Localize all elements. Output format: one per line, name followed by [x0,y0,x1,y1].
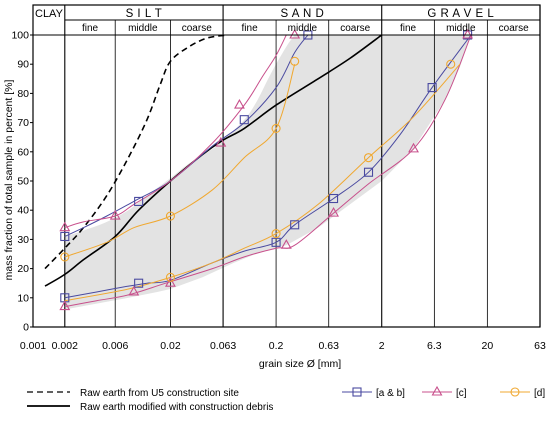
x-tick-label: 0.002 [52,340,78,352]
curve-Raw earth from U5 construction site [44,34,229,270]
envelope-layer [64,35,472,310]
subclass-label: coarse [182,23,212,34]
x-tick-label: 0.02 [160,340,181,352]
legend-marker [510,387,520,397]
x-tick-label: 63 [534,340,546,352]
marker-[c] [128,285,140,296]
y-tick-label: 90 [17,59,29,71]
marker-[a & b] [134,196,144,206]
class-label: G R A V E L [427,8,494,20]
y-tick-label: 70 [17,117,29,129]
marker-[d] [363,153,374,163]
marker-[a & b] [427,83,437,93]
curve-[c] [64,34,287,229]
marker-[a & b] [60,231,70,242]
subclass-label: middle [446,23,476,34]
sample-envelope-area [64,35,472,310]
class-label: S I L T [126,8,163,20]
legend-label: [a & b] [376,388,405,399]
marker-[a & b] [363,167,374,177]
y-tick-label: 50 [17,176,29,188]
y-axis-label: mass fraction of total sample in percent… [3,80,15,281]
text-layer: 0 10 20 30 40 50 60 70 80 90 100 0.001 0.002 0.006 0.0… [3,8,546,370]
subclass-label: fine [82,23,99,34]
legend-layer: Raw earth from U5 construction site Raw e… [27,385,545,413]
marker-[c] [289,28,301,39]
subclass-label: middle [288,23,318,34]
legend-marker [431,385,443,396]
x-tick-label: 6.3 [427,340,442,352]
marker-[c] [59,221,71,232]
marker-[c] [408,142,419,153]
legend-label: [d] [534,388,545,399]
y-tick-label: 30 [17,234,29,246]
marker-[d] [271,229,281,239]
x-tick-label: 2 [379,340,385,352]
marker-[a & b] [290,220,300,230]
curve-[d] [64,64,296,258]
curve-[d] [64,63,461,302]
marker-[d] [165,272,175,282]
y-tick-label: 60 [17,146,29,158]
legend-label: Raw earth from U5 construction site [80,388,239,399]
x-tick-label: 0.2 [269,340,284,352]
curves-layer [44,34,472,308]
class-label: S A N D [281,8,325,20]
curve-[a & b] [64,34,472,299]
legend-label: [c] [456,388,467,399]
marker-[c] [164,277,176,287]
y-tick-label: 20 [17,263,29,275]
marker-[d] [271,123,281,133]
frame-layer [30,4,541,328]
marker-[a & b] [329,193,339,204]
curve-[c] [64,34,472,308]
y-tick-label: 0 [23,322,29,334]
marker-[d] [446,59,456,69]
marker-[c] [328,206,339,217]
y-tick-label: 100 [11,30,29,42]
marker-[c] [462,28,474,39]
subclass-label: coarse [499,23,529,34]
marker-[a & b] [271,237,281,247]
marker-[c] [280,239,292,249]
x-tick-label: 0.006 [102,340,128,352]
y-tick-label: 10 [17,292,29,304]
marker-[c] [109,209,121,220]
marker-[a & b] [134,278,144,288]
markers-layer [59,28,474,311]
y-tick-label: 40 [17,205,29,217]
marker-[a & b] [239,115,249,125]
subclass-label: middle [128,23,158,34]
class-label: CLAY [35,8,64,20]
legend-marker [352,387,362,397]
subclass-label: fine [242,23,259,34]
x-tick-label: 0.001 [20,340,46,352]
legend-label: Raw earth modified with construction deb… [80,402,273,413]
marker-[d] [165,211,175,221]
x-tick-label: 0.063 [210,340,236,352]
plot-frame [32,4,541,328]
x-tick-label: 0.63 [319,340,340,352]
marker-[c] [215,136,227,147]
y-tick-label: 80 [17,88,29,100]
subclass-label: coarse [340,23,370,34]
marker-[d] [60,252,70,262]
x-tick-label: 20 [482,340,494,352]
x-axis-label: grain size Ø [mm] [259,358,341,370]
marker-[c] [234,98,245,109]
subclass-label: fine [400,23,417,34]
marker-[c] [59,300,71,311]
marker-[d] [290,56,300,66]
